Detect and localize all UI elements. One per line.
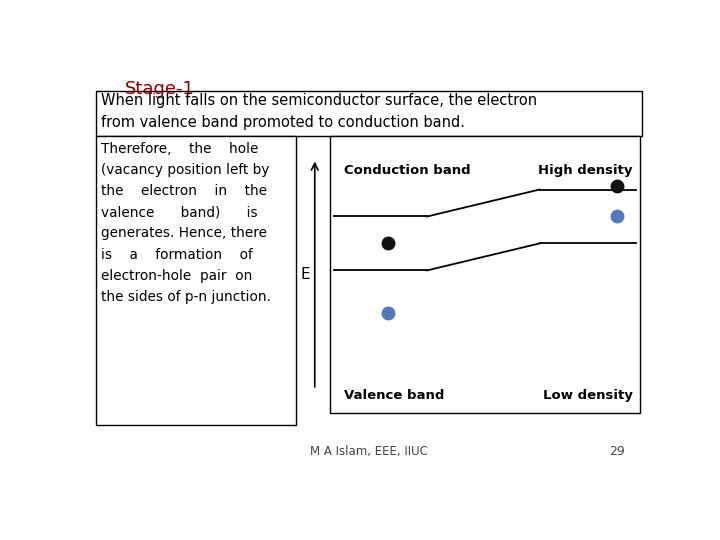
Text: E: E <box>301 267 310 282</box>
Text: 29: 29 <box>609 445 625 458</box>
Text: Therefore,    the    hole
(vacancy position left by
the    electron    in    the: Therefore, the hole (vacancy position le… <box>101 142 271 304</box>
Text: Stage-1: Stage-1 <box>125 80 194 98</box>
Text: M A Islam, EEE, IIUC: M A Islam, EEE, IIUC <box>310 445 428 458</box>
Bar <box>96 136 296 425</box>
Text: Low density: Low density <box>543 389 632 402</box>
Bar <box>330 136 640 413</box>
Text: High density: High density <box>538 164 632 177</box>
Text: When light falls on the semiconductor surface, the electron
from valence band pr: When light falls on the semiconductor su… <box>101 93 537 130</box>
Text: Valence band: Valence band <box>344 389 444 402</box>
Bar <box>96 91 642 136</box>
Text: Conduction band: Conduction band <box>344 164 471 177</box>
